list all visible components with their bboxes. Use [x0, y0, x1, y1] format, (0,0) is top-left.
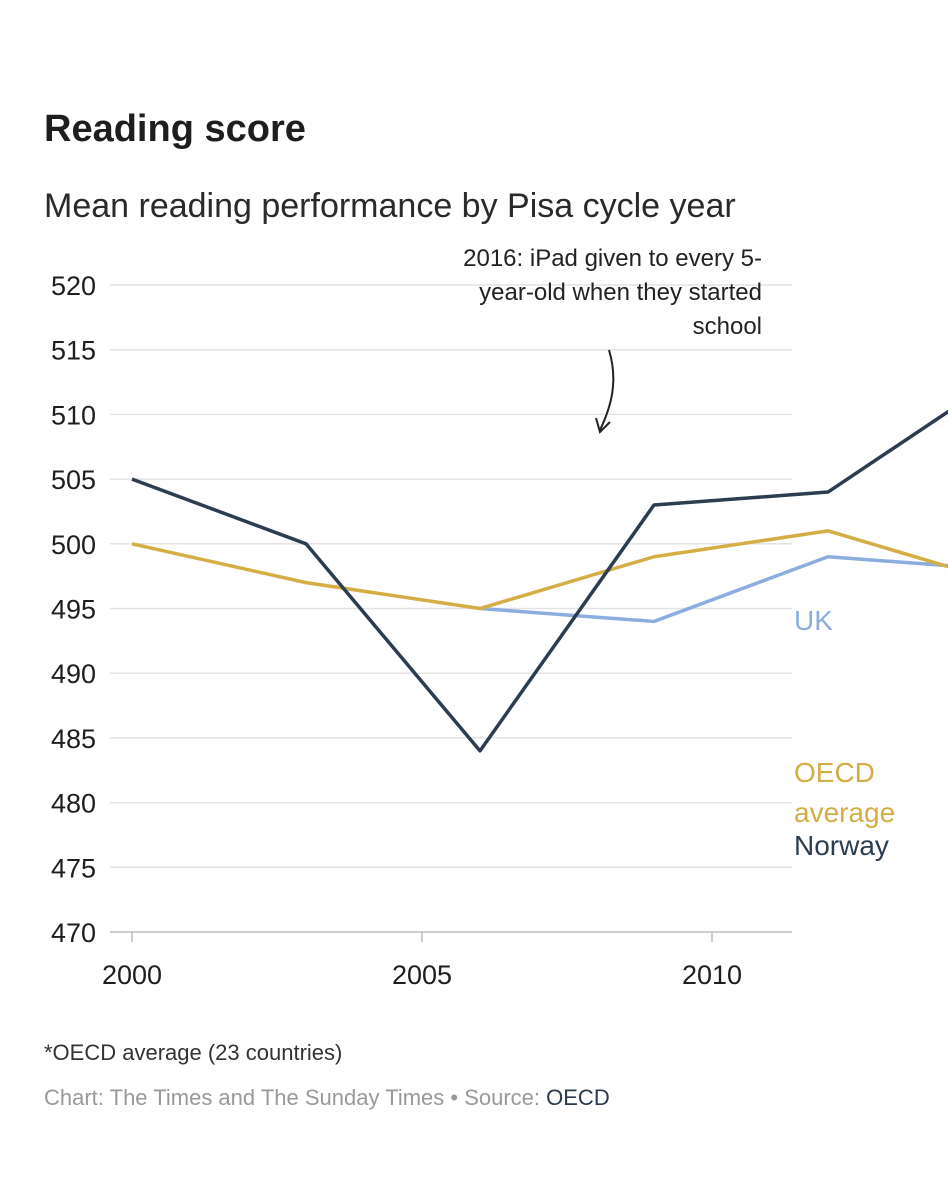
line-chart: 470 475 480 485 490 495 500 505 510 515 520 2000 20…: [51, 245, 948, 990]
series-line-oecd-average: [131, 529, 948, 611]
series-label-oecd-average: average: [794, 797, 895, 828]
annotation-arrowhead: [595, 417, 611, 434]
credit-prefix: Chart: The Times and The Sunday Times • …: [44, 1085, 547, 1110]
series-label-oecd-average: OECD: [794, 757, 875, 788]
y-tick-label: 485: [51, 724, 96, 754]
chart-title: Reading score: [44, 108, 306, 150]
annotation-text: 2016: iPad given to every 5-: [463, 245, 762, 272]
chart-subtitle: Mean reading performance by Pisa cycle y…: [44, 187, 736, 225]
y-tick-label: 495: [51, 595, 96, 625]
y-tick-label: 490: [51, 659, 96, 689]
y-tick-label: 500: [51, 530, 96, 560]
footnote: *OECD average (23 countries): [44, 1040, 343, 1065]
credit-source: OECD: [546, 1085, 610, 1110]
y-tick-label: 480: [51, 789, 96, 819]
x-axis-ticks: 20002005201020152020: [102, 932, 742, 990]
series-label-uk: UK: [794, 605, 833, 636]
x-tick-label: 2000: [102, 960, 162, 990]
y-tick-label: 475: [51, 853, 96, 883]
y-tick-label: 470: [51, 918, 96, 948]
annotation: 2016: iPad given to every 5- year-old whe…: [463, 245, 762, 434]
annotation-text: year-old when they started: [479, 279, 762, 306]
y-tick-label: 520: [51, 271, 96, 301]
y-tick-label: 510: [51, 400, 96, 430]
series-line-norway: [131, 409, 948, 753]
annotation-text: school: [693, 313, 762, 340]
y-tick-label: 505: [51, 465, 96, 495]
x-tick-label: 2010: [682, 960, 742, 990]
annotation-arrow: [599, 349, 615, 431]
credit-line: Chart: The Times and The Sunday Times • …: [44, 1085, 610, 1111]
x-tick-label: 2005: [392, 960, 452, 990]
gridlines: [110, 284, 792, 933]
y-tick-label: 515: [51, 336, 96, 366]
y-axis-ticks: 470 475 480 485 490 495 500 505 510 515 520: [51, 271, 96, 948]
series-label-norway: Norway: [794, 830, 889, 861]
series-line-uk: [479, 554, 948, 624]
